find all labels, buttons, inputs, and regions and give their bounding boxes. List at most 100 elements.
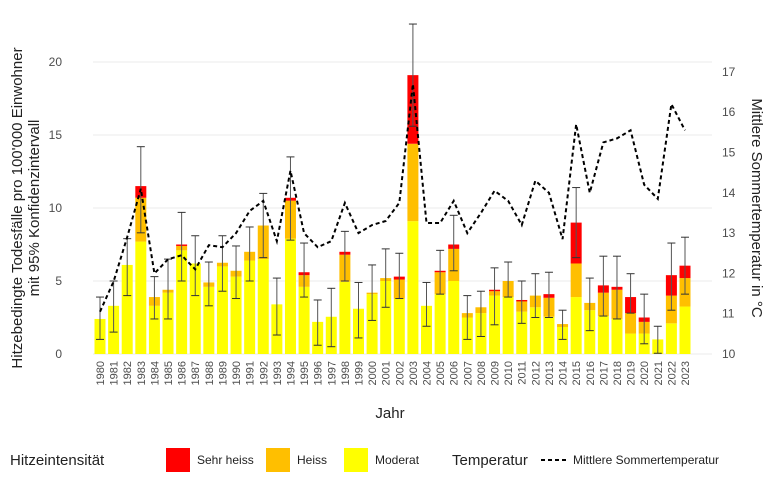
bar-moderat: [176, 250, 188, 354]
legend-label-moderat: Moderat: [375, 453, 420, 467]
bar-moderat: [148, 305, 160, 354]
legend-label-sehr-heiss: Sehr heiss: [197, 453, 254, 467]
bar-moderat: [230, 276, 242, 354]
x-tick-label: 1998: [340, 361, 352, 385]
bar-moderat: [380, 281, 392, 354]
x-tick-label: 2001: [381, 361, 393, 385]
bar-moderat: [543, 316, 555, 354]
legend: Hitzeintensität Sehr heiss Heiss Moderat…: [10, 448, 719, 472]
bar-moderat: [557, 326, 569, 354]
x-tick-label: 2013: [544, 361, 556, 385]
x-tick-label: 1991: [245, 361, 257, 385]
x-tick-label: 1987: [190, 361, 202, 385]
x-tick-label: 1981: [109, 361, 121, 385]
x-tick-label: 2007: [462, 361, 474, 385]
y-tick-label: 5: [55, 274, 62, 288]
bar-moderat: [366, 294, 378, 354]
x-tick-label: 2004: [422, 361, 434, 385]
bar-moderat: [298, 286, 310, 354]
bar-moderat: [421, 305, 433, 354]
x-tick-label: 1989: [217, 361, 229, 385]
bar-moderat: [216, 266, 228, 354]
bar-moderat: [502, 297, 514, 354]
x-tick-label: 2018: [612, 361, 624, 385]
y2-tick-label: 11: [722, 307, 735, 321]
bar-heiss: [570, 263, 582, 298]
x-tick-label: 2021: [653, 361, 665, 385]
bar-moderat: [584, 310, 596, 354]
y-axis-title-line-1: Hitzebedingte Todesfälle pro 100'000 Ein…: [9, 47, 26, 368]
x-tick-label: 2014: [558, 361, 570, 385]
temperature-line: [99, 83, 686, 313]
y2-tick-label: 15: [722, 146, 736, 160]
x-tick-label: 1992: [258, 361, 270, 385]
x-tick-label: 2010: [503, 361, 515, 385]
y2-tick-label: 14: [722, 186, 736, 200]
x-tick-label: 1986: [177, 361, 189, 385]
x-axis: 1980 1981 1982 1983 1984 1985 1986 1987 1988 1989…: [95, 361, 692, 385]
bar-heiss: [407, 143, 419, 222]
bar-moderat: [162, 292, 174, 354]
x-tick-label: 2017: [598, 361, 610, 385]
x-tick-label: 1982: [122, 361, 134, 385]
bar-moderat: [516, 311, 528, 354]
bar-moderat: [121, 264, 133, 354]
y-axis-right: 10 11 12 13 14 15 16 17: [722, 65, 736, 361]
y-tick-label: 0: [55, 347, 62, 361]
y-axis-left: 0 5 10 15 20: [49, 55, 63, 361]
temperature-series-line: [99, 83, 686, 313]
y-tick-label: 20: [49, 55, 63, 69]
x-tick-label: 2022: [666, 361, 678, 385]
bar-heiss: [625, 313, 637, 334]
y2-tick-label: 10: [722, 347, 736, 361]
x-tick-label: 1985: [163, 361, 175, 385]
y2-tick-label: 16: [722, 105, 736, 119]
legend-swatch-sehr-heiss: [166, 448, 190, 472]
x-tick-label: 2002: [394, 361, 406, 385]
x-tick-label: 2000: [367, 361, 379, 385]
bar-moderat: [665, 323, 677, 354]
bar-moderat: [407, 221, 419, 354]
x-tick-label: 1990: [231, 361, 243, 385]
x-axis-title: Jahr: [375, 405, 404, 422]
x-tick-label: 2009: [490, 361, 502, 385]
bar-moderat: [339, 281, 351, 354]
bar-moderat: [135, 241, 147, 354]
bar-moderat: [189, 263, 201, 354]
legend-label-temperature: Mittlere Sommertemperatur: [573, 453, 719, 467]
y-tick-label: 10: [49, 201, 63, 215]
x-tick-label: 2005: [435, 361, 447, 385]
x-tick-label: 2015: [571, 361, 583, 385]
legend-line-title: Temperatur: [452, 452, 528, 469]
x-tick-label: 1999: [353, 361, 365, 385]
x-tick-label: 1997: [326, 361, 338, 385]
x-tick-label: 1980: [95, 361, 107, 385]
x-tick-label: 1996: [313, 361, 325, 385]
x-tick-label: 1994: [285, 361, 297, 385]
x-tick-label: 1993: [272, 361, 284, 385]
x-tick-label: 1988: [204, 361, 216, 385]
x-tick-label: 1983: [136, 361, 148, 385]
x-tick-label: 2006: [449, 361, 461, 385]
legend-label-heiss: Heiss: [297, 453, 327, 467]
legend-swatch-heiss: [266, 448, 290, 472]
bar-moderat: [448, 281, 460, 354]
bar-moderat: [203, 286, 215, 354]
bar-moderat: [244, 260, 256, 354]
y2-tick-label: 17: [722, 65, 736, 79]
y2-axis-title: Mittlere Sommertemperatur in °C: [748, 98, 765, 318]
x-tick-label: 1995: [299, 361, 311, 385]
x-tick-label: 2019: [626, 361, 638, 385]
bar-moderat: [284, 238, 296, 354]
bar-moderat: [529, 307, 541, 354]
x-tick-label: 2020: [639, 361, 651, 385]
x-tick-label: 2011: [517, 361, 529, 385]
y-axis-title-line-2: mit 95% Konfidenzintervall: [26, 120, 43, 297]
bar-moderat: [611, 318, 623, 354]
bar-moderat: [393, 298, 405, 354]
x-tick-label: 2003: [408, 361, 420, 385]
bar-moderat: [434, 294, 446, 354]
x-tick-label: 1984: [149, 361, 161, 385]
bar-moderat: [257, 259, 269, 354]
